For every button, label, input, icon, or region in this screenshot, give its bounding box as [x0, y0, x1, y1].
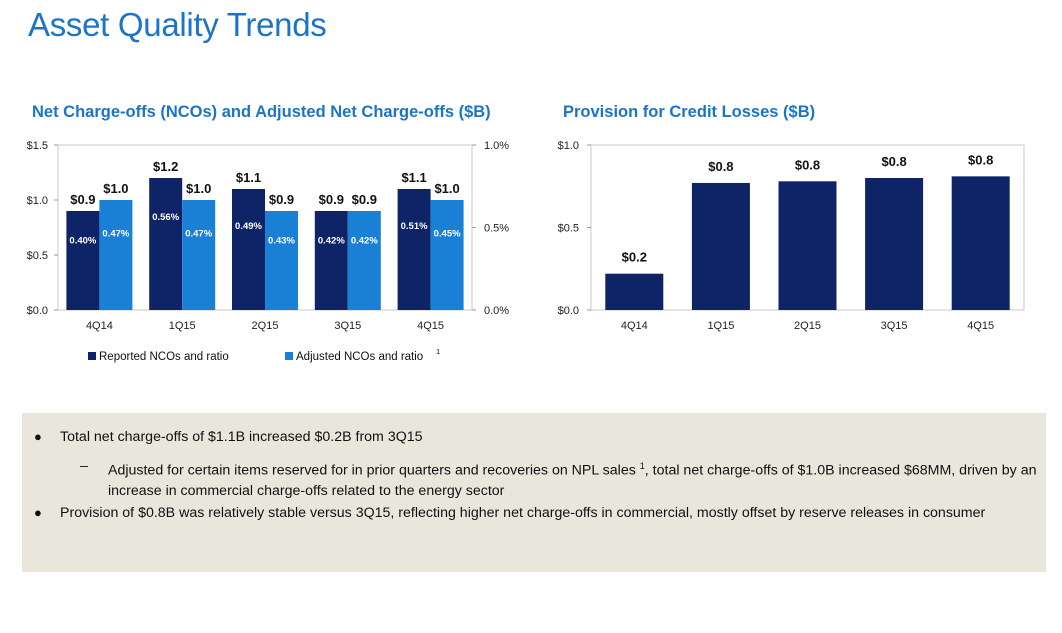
reported-ratio-label: 0.49% — [235, 221, 262, 232]
bullet-total-nco: ● Total net charge-offs of $1.1B increas… — [34, 427, 1020, 447]
nco-y-tick-label: $1.5 — [27, 140, 48, 152]
reported-value-label: $1.2 — [153, 159, 178, 174]
nco-x-tick-label: 4Q14 — [86, 320, 113, 332]
provision-x-tick-label: 4Q15 — [967, 320, 994, 332]
adjusted-ratio-label: 0.45% — [434, 228, 461, 239]
nco-x-tick-label: 4Q15 — [417, 320, 444, 332]
page-title: Asset Quality Trends — [28, 6, 327, 43]
provision-chart-title: Provision for Credit Losses ($B) — [563, 103, 816, 121]
provision-value-label: $0.2 — [622, 250, 647, 265]
legend-reported-swatch — [88, 352, 96, 360]
nco-y-tick-label: $1.0 — [27, 195, 48, 207]
nco-x-tick-label: 3Q15 — [334, 320, 361, 332]
reported-ratio-label: 0.51% — [401, 221, 428, 232]
adjusted-nco-bar — [99, 200, 133, 310]
legend-reported-label: Reported NCOs and ratio — [99, 351, 229, 363]
legend-footnote-marker: 1 — [436, 347, 440, 356]
provision-x-tick-label: 2Q15 — [794, 320, 821, 332]
adjusted-value-label: $0.9 — [269, 192, 294, 207]
reported-ratio-label: 0.40% — [69, 236, 96, 247]
adjusted-nco-bar — [347, 211, 381, 310]
adjusted-nco-bar — [182, 200, 216, 310]
provision-value-label: $0.8 — [708, 159, 733, 174]
dash-icon: – — [80, 458, 88, 474]
bullet-total-nco-text: Total net charge-offs of $1.1B increased… — [60, 429, 423, 445]
nco-x-tick-label: 1Q15 — [169, 320, 196, 332]
nco-y2-tick-label: 0.0% — [484, 305, 509, 317]
reported-nco-bar — [397, 189, 431, 310]
adjusted-nco-bar — [265, 211, 298, 310]
reported-ratio-label: 0.42% — [318, 236, 345, 247]
sub-bullet-adjusted: – Adjusted for certain items reserved fo… — [80, 456, 1048, 501]
adjusted-value-label: $0.9 — [352, 192, 377, 207]
bullet-dot-icon: ● — [34, 505, 42, 520]
bullet-provision: ● Provision of $0.8B was relatively stab… — [34, 503, 1020, 523]
reported-value-label: $0.9 — [70, 192, 95, 207]
footnote-marker: 1 — [639, 461, 645, 471]
nco-y-tick-label: $0.0 — [27, 305, 48, 317]
reported-value-label: $1.1 — [236, 170, 261, 185]
adjusted-ratio-label: 0.43% — [268, 236, 295, 247]
sub-bullet-text-b: , total net charge-offs of $1.0B increas… — [108, 462, 1037, 499]
adjusted-value-label: $1.0 — [103, 181, 128, 196]
adjusted-nco-bar — [430, 200, 464, 310]
sub-bullet-text-a: Adjusted for certain items reserved for … — [108, 462, 636, 479]
nco-y2-tick-label: 0.5% — [484, 223, 509, 235]
provision-x-tick-label: 4Q14 — [621, 320, 648, 332]
bullet-dot-icon: ● — [34, 429, 42, 444]
reported-nco-bar — [232, 189, 265, 310]
provision-bar — [605, 273, 664, 310]
provision-value-label: $0.8 — [968, 152, 993, 167]
provision-value-label: $0.8 — [881, 154, 906, 169]
provision-x-tick-label: 3Q15 — [881, 320, 908, 332]
adjusted-ratio-label: 0.47% — [185, 228, 212, 239]
reported-ratio-label: 0.56% — [152, 212, 179, 223]
nco-x-tick-label: 2Q15 — [252, 320, 279, 332]
legend-adjusted-swatch — [285, 352, 293, 360]
provision-value-label: $0.8 — [795, 157, 820, 172]
provision-bar — [865, 178, 924, 310]
provision-bar — [691, 182, 750, 310]
adjusted-ratio-label: 0.42% — [351, 236, 378, 247]
reported-value-label: $1.1 — [401, 170, 426, 185]
provision-y-tick-label: $1.0 — [558, 140, 579, 152]
provision-y-tick-label: $0.5 — [558, 223, 579, 235]
provision-bar — [951, 176, 1010, 310]
legend-adjusted-label: Adjusted NCOs and ratio — [296, 351, 423, 363]
adjusted-value-label: $1.0 — [186, 181, 211, 196]
nco-y-tick-label: $0.5 — [27, 250, 48, 262]
provision-y-tick-label: $0.0 — [558, 305, 579, 317]
bullet-provision-text: Provision of $0.8B was relatively stable… — [60, 505, 986, 521]
reported-nco-bar — [314, 211, 348, 310]
adjusted-ratio-label: 0.47% — [102, 228, 129, 239]
provision-x-tick-label: 1Q15 — [707, 320, 734, 332]
adjusted-value-label: $1.0 — [434, 181, 459, 196]
provision-bar — [778, 181, 837, 310]
nco-chart-title: Net Charge-offs (NCOs) and Adjusted Net … — [32, 103, 491, 121]
reported-nco-bar — [66, 211, 100, 310]
reported-value-label: $0.9 — [319, 192, 344, 207]
commentary-panel: ● Total net charge-offs of $1.1B increas… — [22, 413, 1046, 572]
reported-nco-bar — [149, 178, 183, 310]
nco-y2-tick-label: 1.0% — [484, 140, 509, 152]
